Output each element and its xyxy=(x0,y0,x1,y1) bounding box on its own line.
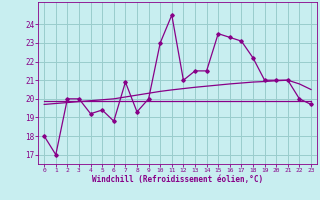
X-axis label: Windchill (Refroidissement éolien,°C): Windchill (Refroidissement éolien,°C) xyxy=(92,175,263,184)
